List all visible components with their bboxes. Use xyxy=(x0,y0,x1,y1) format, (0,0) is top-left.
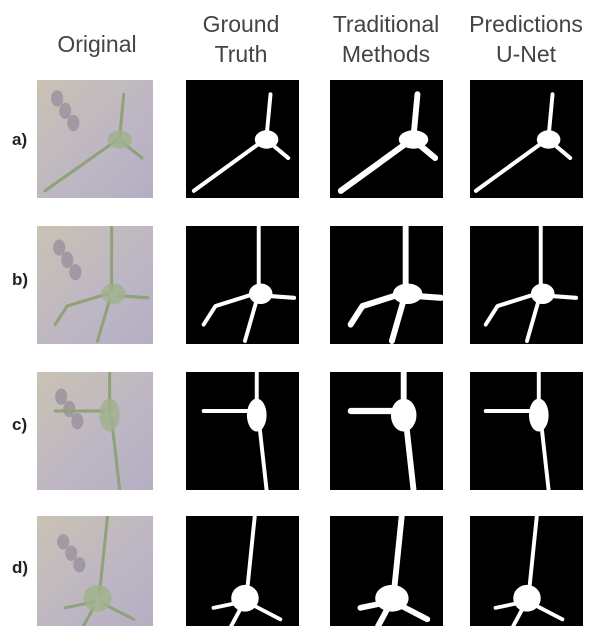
row-label: a) xyxy=(12,130,27,149)
cell-blob xyxy=(73,557,85,572)
segmentation-mask xyxy=(186,372,299,490)
microscopy-image xyxy=(37,80,153,198)
microscopy-image xyxy=(37,226,153,344)
column-header: U-Net xyxy=(496,41,557,67)
cell-body xyxy=(83,585,111,612)
cell-body xyxy=(100,399,120,432)
cell-blob xyxy=(55,388,67,404)
cell-body xyxy=(231,585,259,612)
figure: Original Ground Truth Traditional Methods Pre… xyxy=(0,0,608,626)
cell-blob xyxy=(59,103,71,119)
cell-body xyxy=(102,283,126,304)
segmentation-mask xyxy=(330,226,443,344)
column-header: Methods xyxy=(342,41,430,67)
column-header: Traditional xyxy=(333,11,440,37)
image-background xyxy=(470,226,583,344)
cell-body xyxy=(537,130,561,148)
segmentation-mask xyxy=(470,372,583,490)
image-background xyxy=(186,372,299,490)
image-background xyxy=(470,80,583,198)
column-header: Original xyxy=(57,31,136,57)
cell-blob xyxy=(61,252,73,268)
cell-blob xyxy=(51,90,63,106)
cell-body xyxy=(513,585,541,612)
row-label: c) xyxy=(12,415,27,434)
cell-blob xyxy=(69,264,81,280)
segmentation-mask xyxy=(470,516,583,626)
cell-blob xyxy=(63,401,75,417)
row-label: b) xyxy=(12,270,28,289)
segmentation-mask xyxy=(470,80,583,198)
cell-body xyxy=(375,585,408,612)
microscopy-image xyxy=(37,516,153,626)
neurite xyxy=(414,94,418,136)
row-label: d) xyxy=(12,558,28,577)
cell-body xyxy=(531,283,555,304)
cell-body xyxy=(108,130,132,148)
segmentation-mask xyxy=(470,226,583,344)
cell-blob xyxy=(65,546,77,561)
cell-body xyxy=(529,399,549,432)
image-background xyxy=(470,372,583,490)
image-background xyxy=(186,80,299,198)
cell-blob xyxy=(53,239,65,255)
cell-body xyxy=(391,399,417,432)
column-header: Ground xyxy=(203,11,280,37)
image-background xyxy=(37,372,153,490)
cell-body xyxy=(399,130,428,148)
segmentation-mask xyxy=(186,80,299,198)
segmentation-mask xyxy=(330,80,443,198)
segmentation-mask xyxy=(186,516,299,626)
cell-blob xyxy=(67,115,79,131)
image-background xyxy=(330,226,443,344)
image-background xyxy=(330,372,443,490)
segmentation-mask xyxy=(186,226,299,344)
column-header: Predictions xyxy=(469,11,583,37)
cell-body xyxy=(247,399,267,432)
cell-blob xyxy=(71,413,83,429)
microscopy-image xyxy=(37,372,153,490)
segmentation-mask xyxy=(330,372,443,490)
segmentation-mask xyxy=(330,516,443,626)
cell-body xyxy=(393,283,422,304)
cell-blob xyxy=(57,534,69,549)
cell-body xyxy=(255,130,279,148)
cell-body xyxy=(249,283,273,304)
column-header: Truth xyxy=(215,41,268,67)
